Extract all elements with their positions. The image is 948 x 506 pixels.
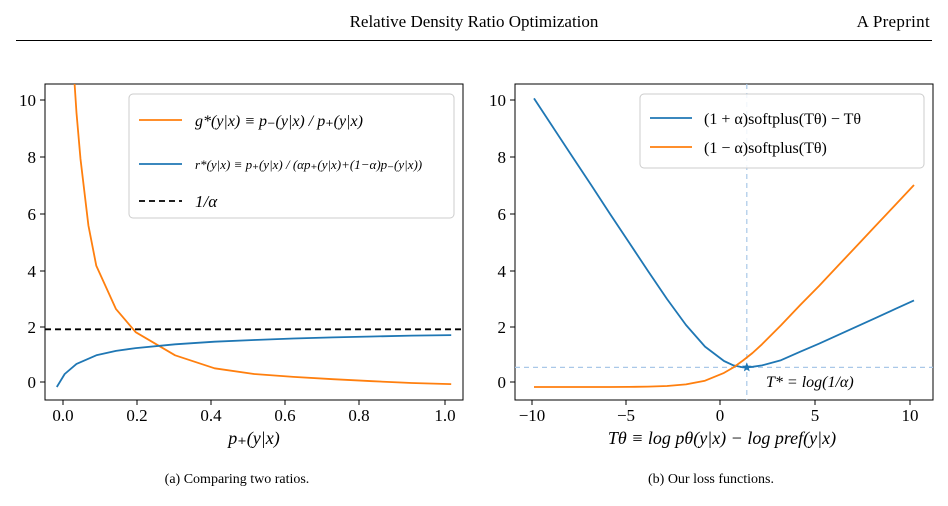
caption-a: (a) Comparing two ratios. (164, 472, 310, 487)
panel-b-xtick: 0 (716, 406, 725, 425)
legend-label-g: g*(y|x) ≡ p₋(y|x) / p₊(y|x) (195, 113, 363, 130)
panel-a: 0 2 4 6 8 10 0.0 0.2 0.4 0.6 0.8 1.0 p₊(… (19, 83, 464, 449)
caption-b: (b) Our loss functions. (648, 472, 774, 487)
panel-b-xlabel: Tθ ≡ log pθ(y|x) − log pref(y|x) (608, 428, 836, 449)
panel-a-ytick: 4 (28, 262, 37, 281)
panel-b-annotation: T* = log(1/α) (766, 374, 854, 391)
panel-b-series (515, 84, 933, 400)
legend-label-loss2: (1 − α)softplus(Tθ) (704, 140, 827, 157)
panel-a-series (45, 84, 463, 388)
running-header-tag: A Preprint (856, 12, 930, 31)
panel-b-ytick: 2 (498, 318, 507, 337)
series-line-a-0 (73, 84, 452, 385)
panel-a-legend: g*(y|x) ≡ p₋(y|x) / p₊(y|x) r*(y|x) ≡ p₊… (128, 93, 455, 219)
legend-label-alpha: 1/α (195, 192, 218, 211)
running-header-title: Relative Density Ratio Optimization (349, 12, 599, 31)
panel-a-xtick: 0.0 (52, 406, 73, 425)
panel-b: 0 2 4 6 8 10 −10 −5 0 5 10 Tθ ≡ log pθ(y… (489, 83, 934, 449)
panel-b-ytick: 10 (489, 91, 506, 110)
panel-b-ytick: 0 (498, 373, 507, 392)
panel-b-ytick: 4 (498, 262, 507, 281)
header-rule (16, 40, 932, 41)
legend-label-loss1: (1 + α)softplus(Tθ) − Tθ (704, 111, 861, 128)
series-line-b-1 (534, 184, 915, 388)
panel-b-ytick: 8 (498, 148, 507, 167)
panel-a-ytick: 2 (28, 318, 37, 337)
panel-a-xtick: 1.0 (434, 406, 455, 425)
panel-a-ytick: 8 (28, 148, 37, 167)
panel-b-legend: (1 + α)softplus(Tθ) − Tθ (1 − α)softplus… (639, 93, 925, 169)
series-line-a-1 (56, 334, 452, 388)
panel-b-xtick: −10 (519, 406, 546, 425)
panel-b-ytick: 6 (498, 205, 507, 224)
panel-a-ytick: 10 (19, 91, 36, 110)
panel-b-xtick: 10 (902, 406, 919, 425)
panel-a-axes: 0 2 4 6 8 10 0.0 0.2 0.4 0.6 0.8 1.0 p₊(… (19, 91, 456, 449)
panel-b-xtick: 5 (811, 406, 820, 425)
panel-b-xtick: −5 (617, 406, 635, 425)
panel-b-axes: 0 2 4 6 8 10 −10 −5 0 5 10 Tθ ≡ log pθ(y… (489, 91, 919, 449)
panel-a-ytick: 6 (28, 205, 37, 224)
panel-a-xtick: 0.2 (126, 406, 147, 425)
panel-a-xlabel: p₊(y|x) (226, 428, 279, 449)
panel-a-xtick: 0.8 (348, 406, 369, 425)
panel-a-frame (44, 83, 464, 401)
panel-a-xtick: 0.6 (274, 406, 295, 425)
optimum-star-marker (742, 362, 752, 372)
panel-b-frame (514, 83, 934, 401)
legend-label-r: r*(y|x) ≡ p₊(y|x) / (αp₊(y|x)+(1−α)p₋(y|… (195, 157, 422, 172)
panel-a-xtick: 0.4 (200, 406, 222, 425)
panel-a-ytick: 0 (28, 373, 37, 392)
series-line-b-0 (533, 97, 915, 369)
